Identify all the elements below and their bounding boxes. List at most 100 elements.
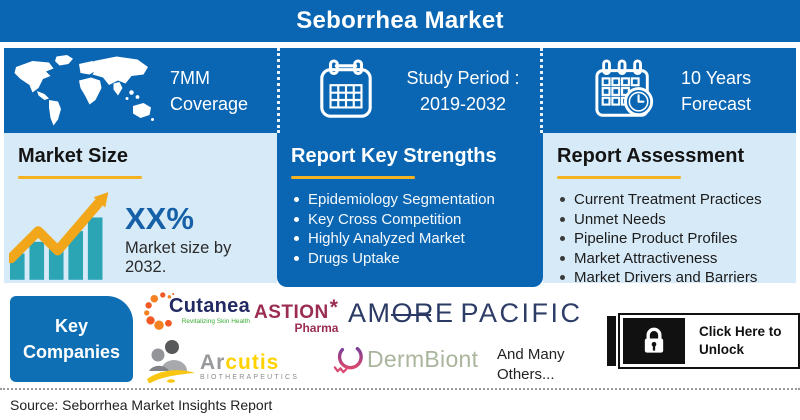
astion-name: ASTION* bbox=[254, 296, 338, 324]
assessment-item: Pipeline Product Profiles bbox=[560, 229, 790, 249]
dermbiont-name: DermBiont bbox=[367, 345, 479, 372]
strength-item-label: Key Cross Competition bbox=[308, 210, 462, 228]
bullet-icon bbox=[560, 255, 565, 261]
page-title: Seborrhea Market bbox=[296, 7, 504, 34]
study-period-line2: 2019-2032 bbox=[419, 93, 507, 114]
coverage-line2: Coverage bbox=[170, 93, 249, 114]
arcutis-cutis: cutis bbox=[225, 351, 280, 374]
astion-wordmark: ASTION bbox=[254, 302, 329, 323]
assessment-title: Report Assessment bbox=[557, 145, 745, 167]
arcutis-text: Arcutis BIOTHERAPEUTICS bbox=[200, 351, 300, 381]
strength-item-label: Epidemiology Segmentation bbox=[308, 191, 495, 208]
key-companies-section: Key Companies Cutanea Revital bbox=[0, 287, 800, 388]
assessment-list: Current Treatment Practices Unmet Needs … bbox=[543, 190, 796, 288]
strength-item: Highly Analyzed Market bbox=[294, 229, 537, 249]
arcutis-sub: BIOTHERAPEUTICS bbox=[200, 374, 300, 381]
more-line1: And Many bbox=[497, 346, 565, 363]
assessment-item-label: Market Attractiveness bbox=[574, 249, 718, 267]
strength-item: Key Cross Competition bbox=[294, 210, 537, 230]
strength-item-label: Drugs Uptake bbox=[308, 249, 400, 267]
cutanea-dots-icon bbox=[144, 292, 175, 330]
assessment-item: Unmet Needs bbox=[560, 210, 790, 230]
assessment-item: Market Drivers and Barriers bbox=[560, 268, 790, 288]
dermbiont-swoosh-icon bbox=[333, 347, 363, 374]
market-size-title: Market Size bbox=[18, 145, 129, 167]
unlock-line1: Click Here to bbox=[699, 324, 782, 339]
company-logo-dermbiont: DermBiont bbox=[333, 341, 478, 377]
pacific-wordmark: PACIFIC bbox=[460, 298, 583, 328]
cutanea-tagline: Revitalizing Skin Health bbox=[181, 318, 251, 325]
assessment-item-label: Pipeline Product Profiles bbox=[574, 230, 738, 247]
assessment-panel: Report Assessment Current Treatment Prac… bbox=[543, 133, 796, 286]
unlock-button[interactable]: Click Here to Unlock bbox=[618, 313, 800, 369]
company-logo-cutanea: Cutanea Revitalizing Skin Health bbox=[142, 290, 250, 332]
study-period-label: Study Period : 2019-2032 bbox=[398, 65, 528, 117]
source-text: Source: Seborrhea Market Insights Report bbox=[10, 397, 273, 413]
key-strengths-title: Report Key Strengths bbox=[291, 145, 497, 167]
cutanea-name: Cutanea bbox=[169, 295, 251, 317]
strength-item: Epidemiology Segmentation bbox=[294, 190, 537, 210]
world-map-icon bbox=[14, 54, 154, 125]
bullet-icon bbox=[294, 255, 299, 261]
bullet-icon bbox=[560, 236, 565, 241]
bullet-icon bbox=[294, 236, 299, 241]
unlock-label: Click Here to Unlock bbox=[688, 315, 798, 367]
strength-item-label: Highly Analyzed Market bbox=[308, 230, 465, 247]
bullet-icon bbox=[560, 275, 565, 280]
arcutis-ar: Ar bbox=[200, 351, 226, 374]
stat-study-period: Study Period : 2019-2032 bbox=[277, 48, 543, 133]
header: Seborrhea Market bbox=[0, 0, 800, 45]
lock-icon bbox=[644, 327, 664, 353]
company-logo-astion: ASTION* Pharma bbox=[254, 296, 338, 335]
growth-chart-icon bbox=[9, 192, 109, 280]
amore-wordmark: AMORE bbox=[348, 298, 455, 328]
key-companies-line1: Key bbox=[54, 316, 89, 336]
title-underline bbox=[291, 176, 415, 179]
unlock-tab bbox=[607, 316, 616, 366]
bullet-icon bbox=[560, 197, 565, 202]
title-underline bbox=[557, 176, 681, 179]
market-size-caption: Market size by 2032. bbox=[125, 239, 232, 276]
forecast-line1: 10 Years bbox=[681, 67, 752, 88]
assessment-item-label: Unmet Needs bbox=[574, 210, 666, 228]
astion-asterisk: * bbox=[329, 296, 339, 319]
coverage-label: 7MM Coverage bbox=[170, 65, 248, 117]
key-companies-box: Key Companies bbox=[10, 296, 133, 382]
stat-forecast: 10 Years Forecast bbox=[543, 48, 796, 133]
key-strengths-list: Epidemiology Segmentation Key Cross Comp… bbox=[277, 190, 543, 268]
arcutis-name: Arcutis bbox=[200, 351, 299, 374]
company-logo-amorepacific: AMORE PACIFIC bbox=[348, 298, 583, 329]
market-size-panel: Market Size XX% Market size by 2032. bbox=[4, 133, 277, 283]
lock-icon-tile bbox=[623, 318, 685, 364]
unlock-button-group: Click Here to Unlock bbox=[607, 313, 800, 369]
footer: Source: Seborrhea Market Insights Report bbox=[0, 388, 800, 420]
unlock-line2: Unlock bbox=[699, 342, 745, 357]
bullet-icon bbox=[294, 216, 299, 222]
bullet-icon bbox=[294, 197, 299, 202]
calendar-icon bbox=[320, 58, 372, 118]
assessment-item: Current Treatment Practices bbox=[560, 190, 790, 210]
and-many-others: And Many Others... bbox=[497, 345, 565, 385]
coverage-line1: 7MM bbox=[170, 67, 210, 88]
assessment-item-label: Market Drivers and Barriers bbox=[574, 269, 758, 286]
top-stats-band: 7MM Coverage bbox=[4, 48, 796, 133]
assessment-item: Market Attractiveness bbox=[560, 249, 790, 269]
company-logo-arcutis: Arcutis BIOTHERAPEUTICS bbox=[147, 337, 299, 383]
arcutis-figures-icon bbox=[147, 340, 195, 383]
assessment-item-label: Current Treatment Practices bbox=[574, 191, 762, 208]
cutanea-text: Cutanea Revitalizing Skin Health bbox=[169, 295, 250, 325]
forecast-line2: Forecast bbox=[681, 93, 752, 114]
forecast-label: 10 Years Forecast bbox=[681, 65, 751, 117]
bullet-icon bbox=[560, 216, 565, 222]
stat-coverage: 7MM Coverage bbox=[4, 48, 277, 133]
study-period-line1: Study Period : bbox=[406, 67, 520, 88]
market-size-value: XX% bbox=[125, 201, 194, 236]
more-line2: Others... bbox=[497, 366, 555, 383]
key-strengths-panel: Report Key Strengths Epidemiology Segmen… bbox=[277, 133, 543, 287]
astion-sub: Pharma bbox=[294, 321, 339, 335]
strength-item: Drugs Uptake bbox=[294, 249, 537, 269]
key-companies-line2: Companies bbox=[22, 342, 121, 362]
title-underline bbox=[18, 176, 142, 179]
calendar-clock-icon bbox=[595, 58, 654, 117]
